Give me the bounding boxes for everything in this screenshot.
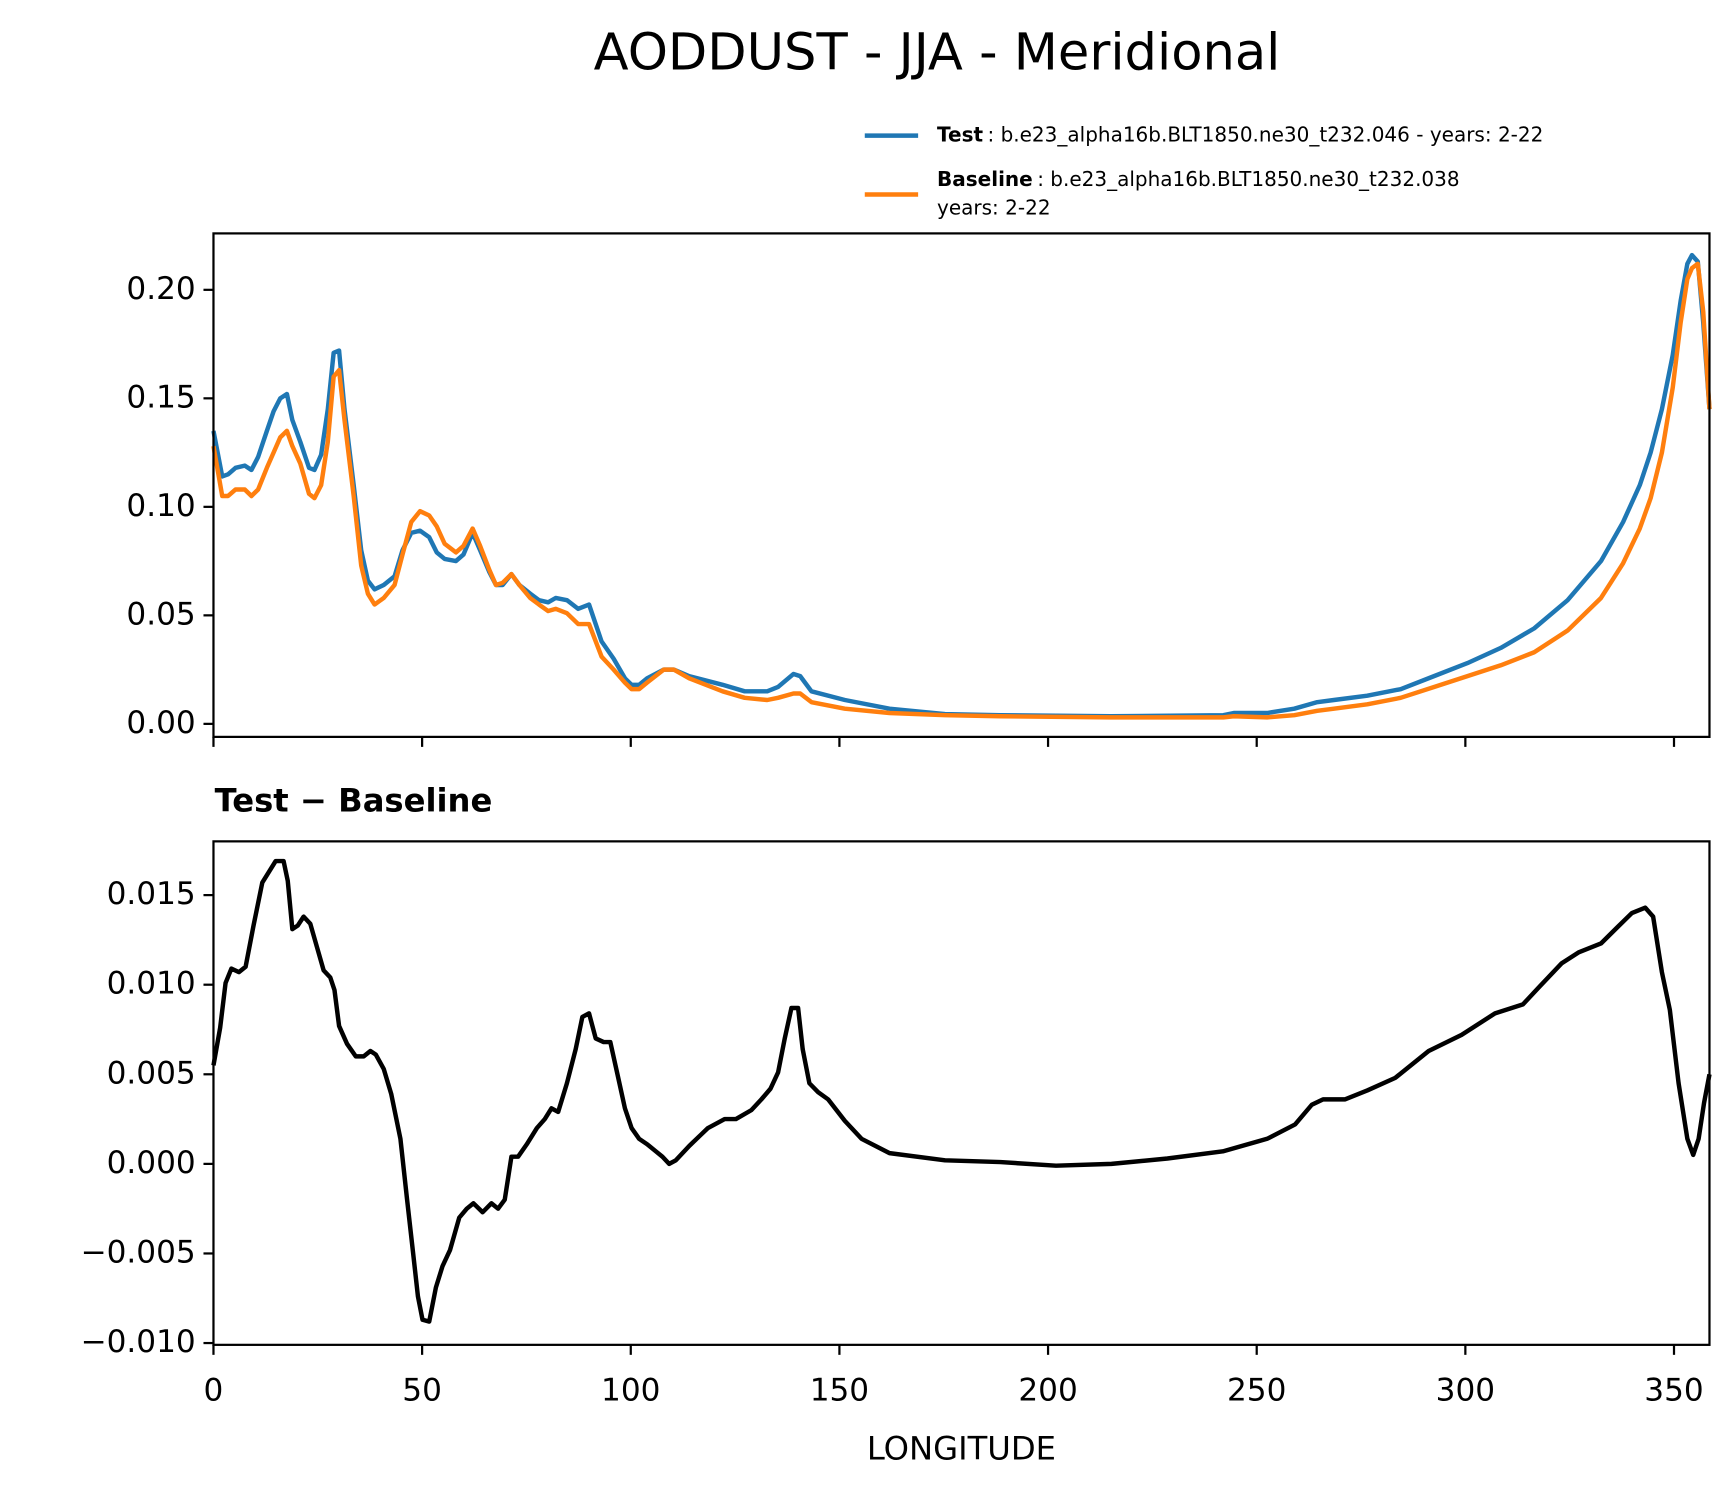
subplot-title: Test − Baseline [215, 781, 493, 819]
y-tick-label: 0.05 [126, 596, 195, 632]
data-line [211, 858, 1712, 1324]
y-tick-label: 0.00 [126, 705, 195, 741]
legend-description: : b.e23_alpha16b.BLT1850.ne30_t232.046 -… [987, 122, 1543, 146]
axes-frame [212, 232, 1711, 738]
legend-label: Baseline: b.e23_alpha16b.BLT1850.ne30_t2… [937, 167, 1460, 191]
x-tick-label: 250 [1227, 1373, 1286, 1409]
legend-label: Test: b.e23_alpha16b.BLT1850.ne30_t232.0… [937, 122, 1543, 146]
y-tick-label: 0.005 [107, 1055, 196, 1091]
legend-name: Test [937, 122, 983, 146]
chart-title: AODDUST - JJA - Meridional [594, 24, 1281, 83]
y-tick-label: −0.010 [81, 1324, 196, 1360]
x-tick-label: 350 [1644, 1373, 1703, 1409]
x-tick-label: 0 [204, 1373, 224, 1409]
y-tick-label: 0.015 [107, 876, 196, 912]
y-tick-label: 0.20 [126, 271, 195, 307]
axes-frame [212, 840, 1711, 1346]
x-tick-label: 300 [1436, 1373, 1495, 1409]
legend-name: Baseline [937, 167, 1033, 191]
data-line [211, 261, 1712, 720]
y-tick-label: −0.005 [81, 1234, 196, 1270]
x-axis-label: LONGITUDE [867, 1429, 1056, 1467]
y-tick-label: 0.15 [126, 379, 195, 415]
legend-description: years: 2-22 [937, 195, 1051, 219]
y-tick-label: 0.10 [126, 488, 195, 524]
x-tick-label: 200 [1018, 1373, 1077, 1409]
x-tick-label: 100 [601, 1373, 660, 1409]
x-tick-label: 150 [810, 1373, 869, 1409]
data-line [211, 252, 1712, 719]
legend-description: : b.e23_alpha16b.BLT1850.ne30_t232.038 [1037, 167, 1459, 191]
x-tick-label: 50 [402, 1373, 442, 1409]
y-tick-label: 0.000 [107, 1145, 196, 1181]
y-tick-label: 0.010 [107, 966, 196, 1002]
